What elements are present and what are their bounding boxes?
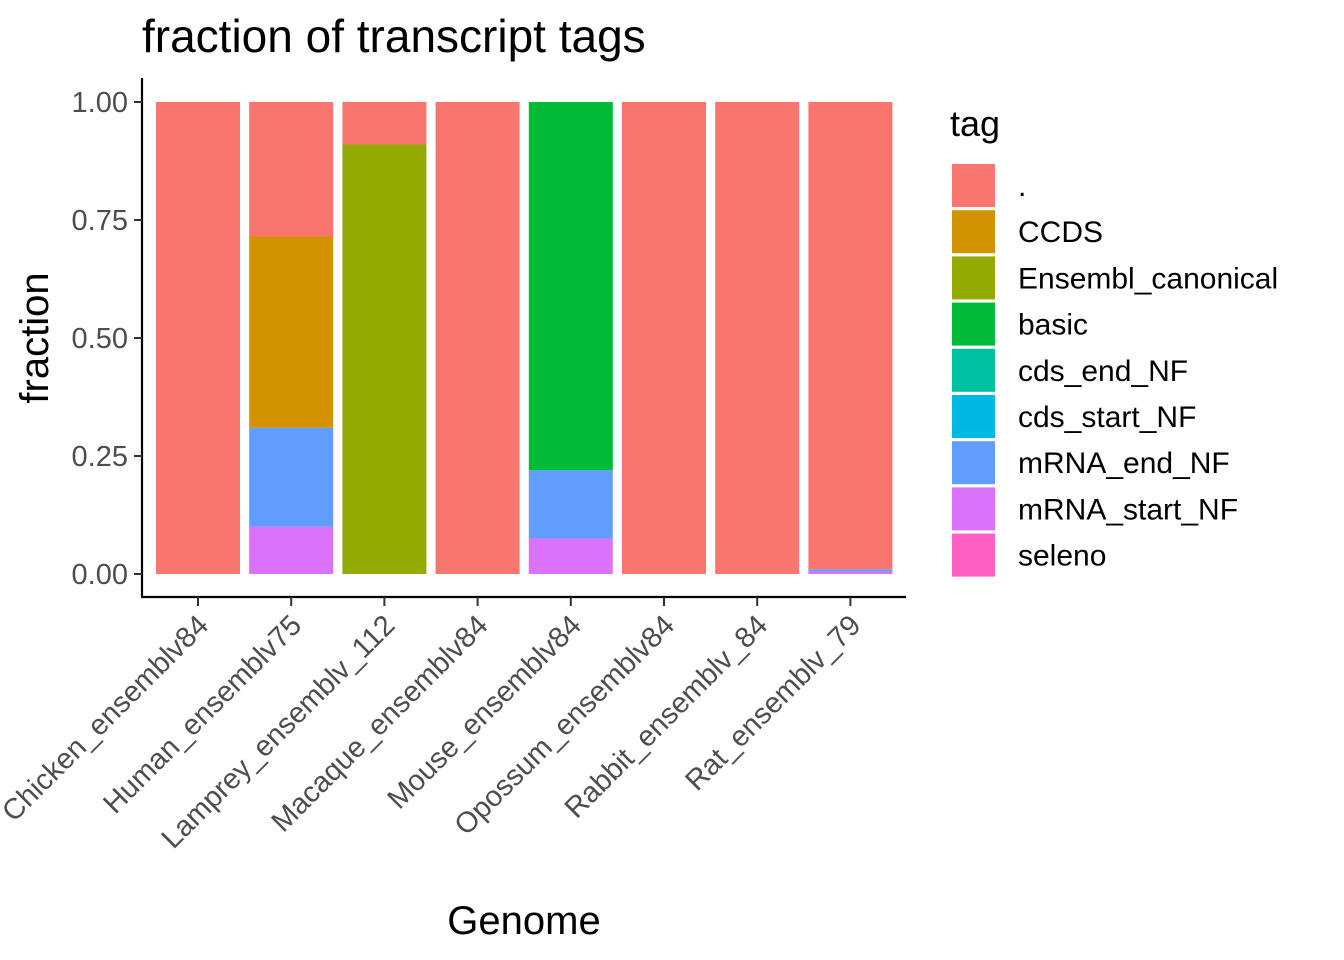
legend-swatch [952,210,995,254]
legend-swatch [952,441,995,485]
y-ticks: 0.00 0.25 0.50 0.75 1.00 [72,87,142,591]
legend-label: mRNA_start_NF [1018,493,1238,526]
bar-segment [622,102,706,574]
legend-label: cds_end_NF [1018,355,1188,388]
bar-segment [808,102,893,570]
legend-label: . [1018,170,1026,203]
y-tick-label: 1.00 [72,87,128,119]
legend-swatch [952,395,995,438]
bar-segment [342,144,427,575]
y-axis-title: fraction [13,272,57,403]
legend-label: CCDS [1018,216,1103,249]
bar-segment [808,569,893,572]
bars-layer [156,102,893,575]
bar-segment [715,102,800,574]
legend-swatch [952,256,995,300]
bar-segment [156,102,240,574]
legend-label: seleno [1018,540,1106,573]
legend-label: cds_start_NF [1018,401,1196,434]
legend-title: tag [950,103,1000,144]
bar-segment [528,538,613,574]
x-tick-label: Rat_ensemblv_79 [679,609,867,797]
legend-swatch [952,348,995,392]
legend-label: Ensembl_canonical [1018,262,1278,295]
bar-segment [342,102,427,145]
legend-swatch [952,302,995,346]
bar-segment [435,102,520,574]
bar-segment [808,571,893,574]
legend-swatch [952,164,995,207]
x-axis-title: Genome [447,899,600,943]
bar-segment [249,236,334,428]
bar-segment [249,526,334,574]
legend-swatch [952,487,995,531]
y-tick-label: 0.50 [72,323,128,355]
y-tick-label: 0.25 [72,441,128,473]
legend-swatch [952,533,995,577]
bar-segment [249,102,334,237]
chart-title: fraction of transcript tags [142,10,646,62]
x-ticks: Chicken_ensemblv84Human_ensemblv75Lampre… [0,597,867,855]
y-tick-label: 0.75 [72,205,128,237]
bar-segment [249,427,334,527]
y-tick-label: 0.00 [72,559,128,591]
legend-label: basic [1018,309,1088,342]
bar-segment [528,470,613,539]
bar-segment [528,102,613,471]
legend-label: mRNA_end_NF [1018,447,1230,480]
